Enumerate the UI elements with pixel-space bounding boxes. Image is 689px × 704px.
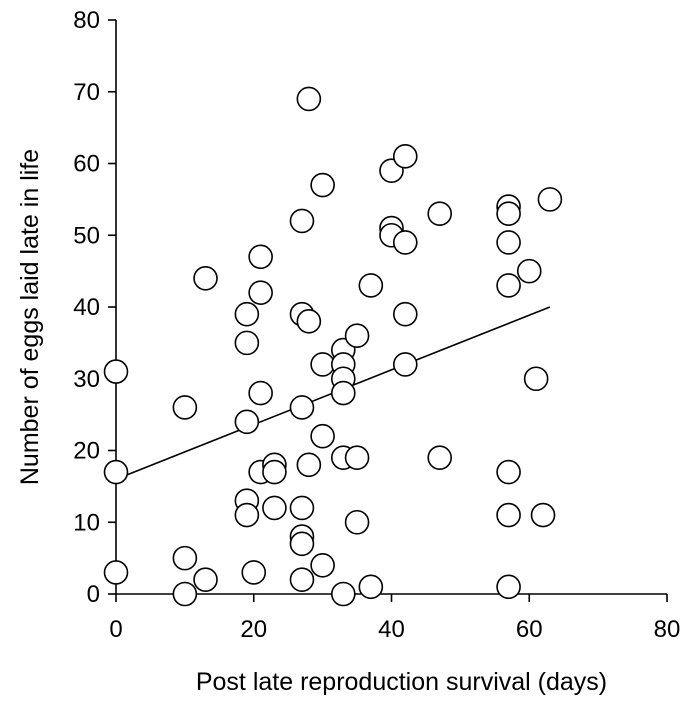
data-point (289, 567, 315, 592)
data-point (310, 423, 335, 449)
data-point (427, 445, 453, 470)
data-point (234, 330, 260, 356)
data-point (392, 230, 418, 255)
data-point (241, 560, 267, 585)
data-point (496, 459, 521, 485)
data-point (234, 502, 260, 528)
x-tick-label: 40 (378, 616, 405, 643)
data-point (310, 352, 335, 377)
y-tick-label: 20 (73, 438, 100, 465)
data-point (516, 258, 542, 284)
data-point (248, 380, 273, 406)
data-point (310, 172, 335, 198)
data-point (193, 567, 218, 592)
data-point (289, 531, 315, 557)
y-tick-label: 10 (73, 509, 100, 536)
data-point (234, 409, 260, 435)
data-point (172, 545, 198, 571)
data-point (262, 495, 287, 521)
data-points (103, 86, 563, 607)
y-tick-label: 60 (73, 151, 100, 178)
data-point (330, 380, 356, 406)
data-point (537, 187, 563, 212)
y-tick-label: 30 (73, 366, 100, 393)
data-point (330, 581, 356, 607)
data-point (310, 552, 335, 578)
data-point (289, 208, 315, 234)
data-point (496, 502, 521, 528)
data-point (344, 445, 370, 470)
data-point (172, 395, 198, 420)
data-point (392, 352, 418, 377)
x-ticks: 0 20 40 60 80 (109, 594, 680, 643)
data-point (496, 230, 521, 255)
data-point (392, 301, 418, 327)
data-point (103, 560, 129, 585)
data-point (427, 201, 453, 227)
x-tick-label: 0 (109, 616, 122, 643)
data-point (248, 280, 273, 305)
data-point (262, 459, 287, 485)
data-point (530, 502, 556, 528)
x-axis: 0 20 40 60 80 (109, 593, 680, 643)
data-point (172, 581, 198, 607)
y-axis-title: Number of eggs laid late in life (16, 149, 44, 485)
data-point (289, 495, 315, 521)
data-point (248, 244, 273, 270)
y-axis: 0 10 20 30 40 50 60 70 80 (73, 7, 117, 608)
data-point (193, 265, 218, 291)
data-point (392, 144, 418, 169)
data-point (496, 273, 521, 298)
data-point (358, 574, 384, 600)
data-point (358, 273, 384, 298)
data-point (289, 395, 315, 420)
data-point (523, 366, 549, 392)
data-point (296, 452, 322, 478)
data-point (496, 201, 521, 227)
y-tick-label: 50 (73, 222, 100, 249)
data-point (296, 86, 322, 112)
data-point (344, 323, 370, 349)
y-ticks: 0 10 20 30 40 50 60 70 80 (73, 7, 116, 608)
x-axis-title: Post late reproduction survival (days) (196, 668, 607, 696)
x-tick-label: 80 (654, 616, 681, 643)
data-point (296, 309, 322, 334)
y-tick-label: 0 (87, 581, 100, 608)
data-point (103, 359, 129, 384)
y-tick-label: 70 (73, 79, 100, 106)
x-tick-label: 20 (240, 616, 267, 643)
y-tick-label: 80 (73, 7, 100, 34)
data-point (234, 301, 260, 327)
x-tick-label: 60 (516, 616, 543, 643)
data-point (344, 509, 370, 535)
data-point (496, 574, 521, 600)
data-point (103, 459, 129, 485)
y-tick-label: 40 (73, 294, 100, 321)
